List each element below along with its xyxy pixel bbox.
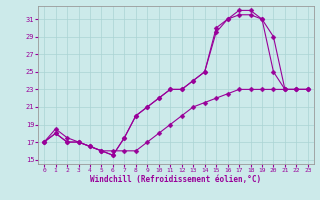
X-axis label: Windchill (Refroidissement éolien,°C): Windchill (Refroidissement éolien,°C) — [91, 175, 261, 184]
